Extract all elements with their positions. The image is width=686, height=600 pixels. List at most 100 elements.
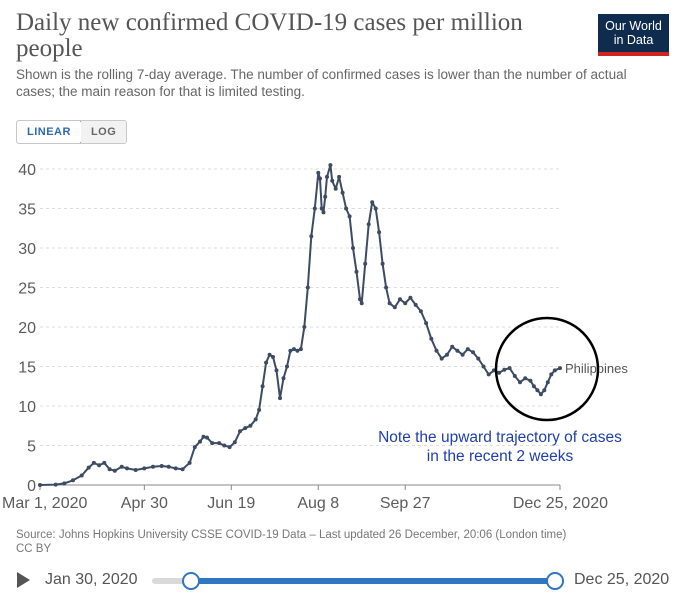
x-tick-label: Aug 8 (297, 495, 339, 512)
data-point (344, 206, 349, 211)
data-point (302, 325, 307, 329)
data-point (222, 443, 227, 448)
data-point (549, 372, 554, 377)
data-point (476, 356, 481, 361)
data-point (119, 464, 124, 469)
data-point (260, 384, 265, 389)
data-point (366, 222, 371, 227)
data-point (257, 407, 262, 412)
data-point (380, 261, 385, 266)
data-point (384, 285, 389, 290)
trajectory-note: Note the upward trajectory of cases in t… (360, 428, 640, 466)
data-point (62, 481, 67, 486)
data-point (538, 392, 543, 397)
data-point (531, 384, 536, 389)
data-point (528, 378, 533, 383)
y-tick-label: 10 (18, 399, 36, 416)
y-tick-label: 5 (27, 439, 36, 456)
y-tick-label: 20 (18, 320, 36, 337)
timeline-selected-range (190, 578, 556, 584)
data-point (264, 360, 269, 365)
data-point (507, 366, 512, 371)
data-point (323, 194, 328, 199)
x-tick-label: Mar 1, 2020 (2, 495, 87, 512)
data-point (545, 380, 550, 385)
data-point (408, 295, 413, 300)
data-point (325, 174, 329, 179)
data-point (267, 352, 272, 357)
data-point (328, 163, 333, 168)
data-point (424, 321, 429, 326)
data-point (486, 372, 491, 377)
y-tick-label: 15 (18, 360, 36, 377)
data-point (523, 376, 528, 381)
scale-toggle: LINEAR LOG (16, 120, 128, 144)
data-point (107, 467, 112, 472)
data-point (502, 367, 507, 372)
data-point (387, 301, 392, 306)
data-point (217, 441, 222, 446)
data-point (450, 344, 455, 349)
series-label: Philippines (565, 361, 628, 376)
data-point (86, 465, 91, 470)
line-chart: 0 5 10 15 20 25 30 35 40 Mar 1, 2020 Apr 30 Jun 19 A… (2, 162, 628, 512)
data-point (201, 434, 206, 439)
log-scale-button[interactable]: LOG (80, 121, 127, 143)
data-point (125, 466, 129, 471)
logo-line-2: in Data (613, 33, 654, 47)
data-point (91, 460, 96, 465)
timeline-end-label: Dec 25, 2020 (574, 571, 670, 588)
data-point (238, 429, 242, 434)
data-point (497, 370, 502, 375)
data-point (471, 350, 475, 355)
data-point (377, 230, 382, 235)
highlight-circle (494, 316, 600, 422)
note-line-2: in the recent 2 weeks (426, 448, 574, 465)
data-point (173, 466, 178, 471)
data-point (298, 347, 303, 352)
linear-scale-button[interactable]: LINEAR (17, 121, 82, 143)
data-point (439, 356, 444, 361)
data-point (535, 388, 540, 393)
data-point (205, 435, 209, 440)
data-point (180, 467, 185, 472)
data-point (363, 261, 368, 266)
data-point (354, 269, 359, 274)
data-point (243, 426, 248, 431)
data-point (398, 297, 402, 302)
data-point (465, 347, 470, 352)
x-tick-label: Dec 25, 2020 (513, 495, 608, 512)
data-point (347, 214, 352, 219)
y-tick-label: 35 (18, 202, 36, 219)
source-text: Source: Johns Hopkins University CSSE CO… (16, 529, 567, 541)
data-point (192, 445, 197, 450)
data-point (481, 364, 486, 369)
chart-subtitle: Shown is the rolling 7-day average. The … (16, 67, 627, 99)
data-point (316, 170, 321, 175)
timeline-start-handle[interactable] (182, 572, 200, 590)
data-point (418, 309, 423, 314)
data-point (413, 302, 418, 307)
data-point (166, 464, 171, 469)
y-tick-label: 30 (18, 241, 36, 258)
data-point (434, 348, 439, 353)
data-point (285, 364, 289, 369)
data-point (53, 482, 58, 487)
data-point (318, 176, 322, 181)
data-point (460, 352, 465, 357)
data-point (373, 206, 378, 211)
data-point (358, 297, 362, 302)
data-point (351, 246, 355, 250)
data-point (278, 396, 282, 401)
timeline-end-handle[interactable] (546, 572, 564, 590)
data-point (291, 347, 296, 352)
data-point (232, 440, 237, 445)
data-point (198, 439, 202, 444)
data-point (274, 368, 279, 373)
owid-logo[interactable]: Our World in Data (598, 14, 669, 56)
data-point (281, 376, 286, 381)
play-icon[interactable] (17, 572, 30, 588)
data-point (312, 206, 317, 211)
data-point (370, 200, 375, 205)
x-tick-label: Sep 27 (380, 495, 431, 512)
